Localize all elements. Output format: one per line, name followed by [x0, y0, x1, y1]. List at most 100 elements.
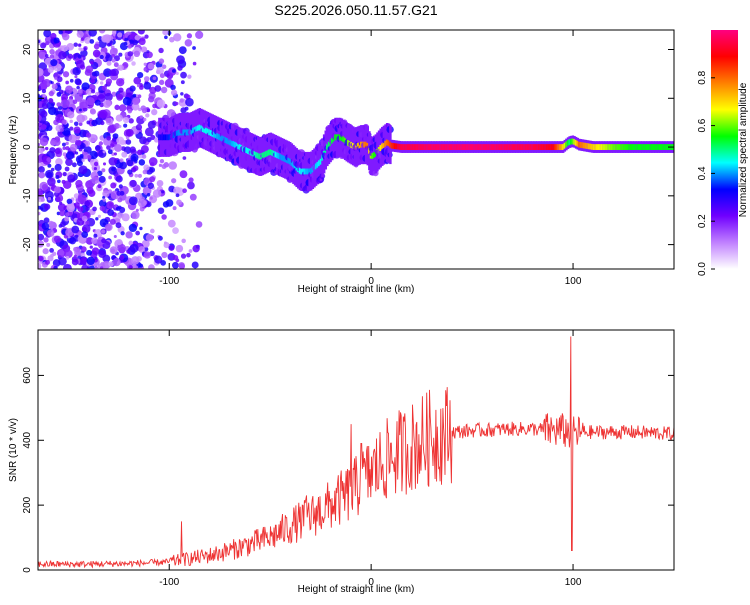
spectrogram-noise-cell: [67, 174, 76, 183]
spectrogram-noise-cell: [116, 136, 125, 145]
spectrogram-noise-cell: [123, 41, 128, 46]
spectrogram-ridge-core: [515, 144, 518, 150]
spectrogram-noise-cell: [43, 217, 50, 224]
spectrogram-noise-cell: [105, 54, 113, 62]
spectrogram-noise-cell: [128, 240, 134, 246]
spectrogram-noise-cell: [65, 146, 70, 151]
colorbar-gradient: [711, 30, 738, 269]
spectrogram-noise-cell: [89, 245, 93, 249]
spectrogram-noise-cell: [191, 261, 199, 269]
spectrogram-noise-cell: [48, 97, 54, 104]
spectrogram-noise-cell: [148, 264, 155, 269]
spectrogram-noise-cell: [72, 99, 78, 105]
spectrogram-noise-cell: [180, 107, 187, 114]
spectrogram-ridge-core: [284, 156, 287, 163]
spectrogram-noise-cell: [73, 42, 78, 47]
spectrogram-noise-cell: [170, 84, 176, 91]
spectrogram-noise-cell: [105, 117, 112, 124]
spectrogram-ridge-core: [224, 137, 227, 143]
spectrogram-ridge-core: [385, 139, 389, 146]
spectrogram-noise-cell: [38, 51, 47, 60]
spectrogram-ridge-core: [395, 143, 399, 150]
spectrogram-ridge-core: [650, 144, 654, 150]
spectrogram-ridge-core: [229, 139, 232, 146]
spectrogram-ridge-core: [498, 144, 502, 150]
spectrogram-ridge-core: [398, 143, 402, 150]
spectrogram-noise-cell: [133, 76, 142, 85]
spectrogram-noise-cell: [195, 30, 204, 39]
spectrogram-ridge-core: [591, 143, 594, 150]
spectrogram-ridge-core: [597, 144, 600, 150]
spectrogram-noise-cell: [52, 251, 57, 256]
spectrogram-noise-cell: [49, 147, 56, 154]
spectrogram-noise-cell: [178, 46, 187, 55]
spectrogram-noise-cell: [159, 79, 165, 86]
spectrogram-x-ticks: -100 0 100: [159, 30, 582, 287]
spectrogram-noise-cell: [79, 99, 89, 109]
spectrogram-noise-cell: [73, 254, 77, 258]
spectrogram-noise-cell: [38, 67, 44, 77]
spectrogram-noise-cell: [175, 71, 179, 75]
spectrogram-noise-cell: [179, 170, 188, 179]
spectrogram-noise-cell: [64, 166, 70, 172]
spectrogram-ridge-core: [423, 144, 426, 150]
spectrogram-noise-cell: [146, 50, 150, 54]
spectrogram-noise-cell: [138, 85, 144, 90]
spectrogram-noise-cell: [109, 121, 113, 126]
spectrogram-ridge-core: [392, 142, 395, 149]
spectrogram-noise-cell: [102, 190, 110, 198]
snr-frame: [37, 329, 675, 571]
spectrogram-noise-cell: [158, 235, 163, 241]
spectrogram-ridge-core: [416, 144, 420, 150]
spectrogram-cells: [38, 30, 674, 269]
spectrogram-noise-cell: [163, 241, 167, 245]
spectrogram-x-axis-label: Height of straight line (km): [298, 284, 415, 295]
spectrogram-noise-cell: [46, 101, 55, 110]
spectrogram-ridge-core: [608, 144, 612, 150]
colorbar-tick-label: 0.2: [697, 214, 708, 228]
snr-y-ticks: 0 200 400 600: [22, 367, 674, 573]
snr-plot-area: [38, 330, 674, 570]
spectrogram-ridge-core: [287, 157, 290, 164]
spectrogram-ridge-core: [637, 144, 641, 150]
spectrogram-ridge-core: [267, 149, 271, 156]
spectrogram-noise-cell: [161, 64, 167, 70]
spectrogram-noise-cell: [188, 177, 194, 183]
spectrogram-noise-cell: [106, 60, 112, 66]
snr-x-ticks: -100 0 100: [159, 330, 582, 588]
spectrogram-ridge-core: [528, 144, 531, 150]
spectrogram-noise-cell: [125, 135, 130, 140]
spectrogram-ridge-core: [363, 141, 366, 148]
spectrogram-noise-cell: [129, 39, 134, 44]
spectrogram-ridge-core: [342, 136, 345, 143]
spectrogram-noise-cell: [173, 186, 181, 195]
spectrogram-noise-cell: [55, 158, 63, 166]
spectrogram-ridge-core: [549, 144, 552, 150]
spectrogram-y-axis-label: Frequency (Hz): [8, 116, 19, 185]
spectrogram-noise-cell: [102, 198, 106, 202]
spectrogram-ridge-core: [237, 143, 240, 150]
spectrogram-ridge-core: [532, 144, 536, 150]
spectrogram-noise-cell: [118, 124, 122, 129]
spectrogram-noise-cell: [103, 99, 112, 108]
spectrogram-noise-cell: [101, 85, 107, 91]
spectrogram-ridge-core: [587, 143, 591, 150]
spectrogram-ridge-core: [607, 144, 610, 150]
spectrogram-noise-cell: [83, 47, 87, 51]
spectrogram-ridge-core: [578, 141, 581, 148]
spectrogram-noise-cell: [129, 179, 137, 188]
spectrogram-noise-cell: [115, 175, 123, 183]
spectrogram-noise-cell: [38, 127, 42, 131]
spectrogram-noise-cell: [173, 33, 182, 42]
spectrogram-noise-cell: [125, 231, 133, 239]
spectrogram-noise-cell: [46, 242, 51, 247]
spectrogram-ridge-core: [570, 138, 573, 145]
spectrogram-noise-cell: [134, 34, 141, 41]
spectrogram-noise-cell: [76, 114, 86, 123]
spectrogram-noise-cell: [107, 42, 111, 47]
spectrogram-noise-cell: [62, 71, 70, 78]
spectrogram-noise-cell: [69, 126, 74, 131]
spectrogram-ridge-core: [624, 144, 628, 150]
spectrogram-noise-cell: [115, 222, 122, 229]
colorbar-label: Normalized spectral amplitude: [738, 82, 749, 217]
